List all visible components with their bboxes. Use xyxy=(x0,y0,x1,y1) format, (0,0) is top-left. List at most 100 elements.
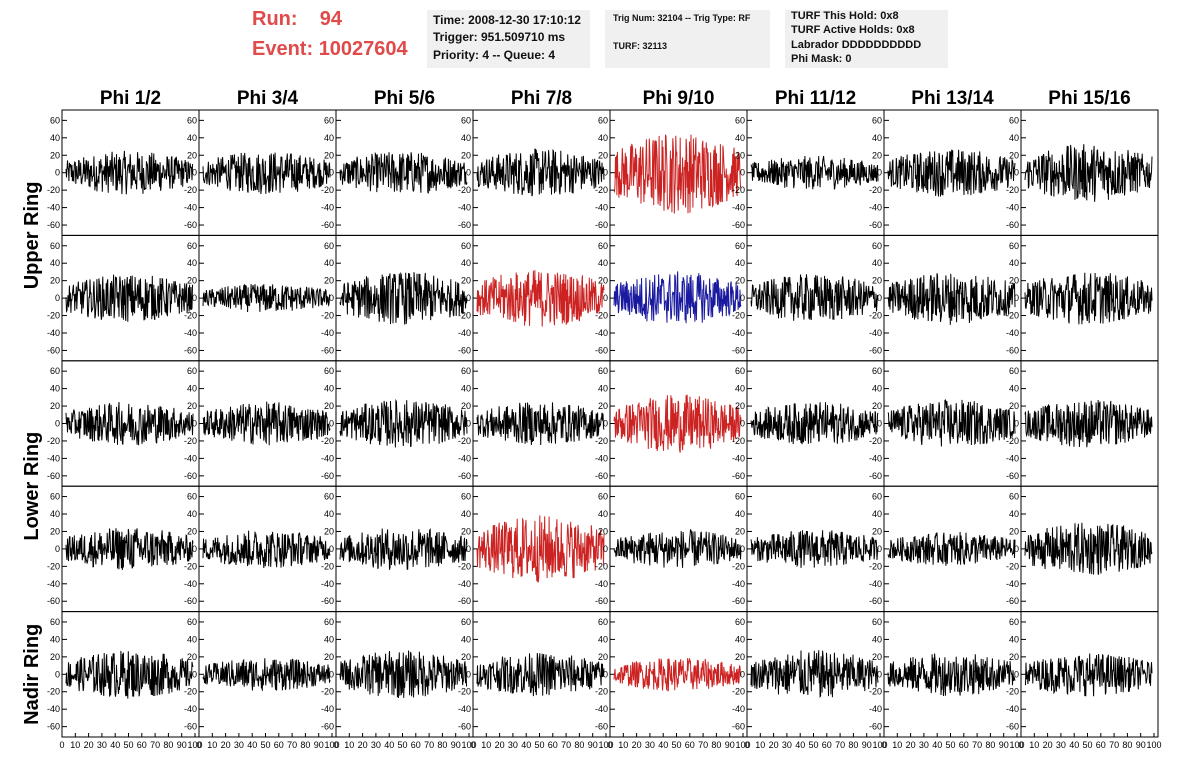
y-tick-label: -40 xyxy=(47,328,60,338)
trigger-text: Trigger: 951.509710 ms xyxy=(433,30,566,44)
y-tick-label: 0 xyxy=(329,293,334,303)
y-tick-label: -20 xyxy=(47,311,60,321)
y-tick-label: -60 xyxy=(458,596,471,606)
y-tick-label: -60 xyxy=(321,596,334,606)
y-tick-label: -40 xyxy=(732,704,745,714)
y-tick-label: 60 xyxy=(598,366,608,376)
x-tick-label: 70 xyxy=(1109,740,1119,750)
x-tick-label: 50 xyxy=(1082,740,1092,750)
x-tick-label: 20 xyxy=(84,740,94,750)
y-tick-label: 20 xyxy=(872,652,882,662)
x-tick-label: 90 xyxy=(314,740,324,750)
x-tick-label: 100 xyxy=(187,740,202,750)
time-info-box: Time: 2008-12-30 17:10:12 Trigger: 951.5… xyxy=(427,10,590,68)
y-tick-label: -60 xyxy=(732,471,745,481)
column-title: Phi 5/6 xyxy=(374,88,435,109)
y-tick-label: -40 xyxy=(1006,579,1019,589)
y-tick-label: -20 xyxy=(595,687,608,697)
y-tick-label: -20 xyxy=(869,311,882,321)
y-tick-label: -60 xyxy=(321,722,334,732)
y-tick-label: -20 xyxy=(1006,687,1019,697)
y-tick-label: 20 xyxy=(461,526,471,536)
x-tick-label: 20 xyxy=(632,740,642,750)
x-tick-label: 10 xyxy=(618,740,628,750)
y-tick-label: -60 xyxy=(1006,722,1019,732)
y-tick-label: 0 xyxy=(877,293,882,303)
y-tick-label: -60 xyxy=(595,345,608,355)
y-tick-label: -60 xyxy=(184,722,197,732)
y-tick-label: 40 xyxy=(872,258,882,268)
x-tick-label: 40 xyxy=(384,740,394,750)
y-tick-label: 60 xyxy=(187,366,197,376)
y-tick-label: 20 xyxy=(187,276,197,286)
x-tick-label: 0 xyxy=(881,740,886,750)
x-tick-label: 70 xyxy=(424,740,434,750)
y-tick-label: -40 xyxy=(184,704,197,714)
y-tick-label: -60 xyxy=(47,596,60,606)
y-tick-label: 60 xyxy=(598,617,608,627)
x-tick-label: 40 xyxy=(795,740,805,750)
y-tick-label: -60 xyxy=(732,722,745,732)
x-tick-label: 80 xyxy=(437,740,447,750)
x-tick-label: 0 xyxy=(196,740,201,750)
y-tick-label: -40 xyxy=(458,328,471,338)
y-tick-label: 20 xyxy=(324,401,334,411)
priority-text: Priority: 4 -- Queue: 4 xyxy=(433,48,556,62)
y-tick-label: 0 xyxy=(55,544,60,554)
y-tick-label: 0 xyxy=(192,293,197,303)
y-tick-label: 20 xyxy=(461,276,471,286)
x-tick-label: 30 xyxy=(234,740,244,750)
y-tick-label: 60 xyxy=(1009,366,1019,376)
waveform-trace xyxy=(887,653,1016,697)
y-tick-label: -40 xyxy=(458,453,471,463)
y-tick-label: -40 xyxy=(1006,203,1019,213)
x-tick-label: 90 xyxy=(862,740,872,750)
y-tick-label: -60 xyxy=(1006,471,1019,481)
y-tick-label: 60 xyxy=(461,115,471,125)
waveform-trace xyxy=(65,150,194,195)
y-tick-label: -40 xyxy=(47,704,60,714)
y-tick-label: 20 xyxy=(598,401,608,411)
y-tick-label: -20 xyxy=(732,185,745,195)
x-tick-label: 60 xyxy=(959,740,969,750)
y-tick-label: -20 xyxy=(595,436,608,446)
x-tick-label: 30 xyxy=(97,740,107,750)
waveform-trace xyxy=(887,149,1016,197)
y-tick-label: 40 xyxy=(324,258,334,268)
waveform-trace xyxy=(339,650,468,699)
row-label: Nadir Ring xyxy=(21,624,43,725)
y-tick-label: 0 xyxy=(877,669,882,679)
x-tick-label: 100 xyxy=(1146,740,1161,750)
waveform-trace xyxy=(202,401,331,446)
y-tick-label: -20 xyxy=(732,687,745,697)
y-tick-label: 0 xyxy=(877,544,882,554)
y-tick-label: -40 xyxy=(321,203,334,213)
y-tick-label: 0 xyxy=(603,669,608,679)
y-tick-label: 20 xyxy=(187,652,197,662)
x-tick-label: 10 xyxy=(892,740,902,750)
y-tick-label: 40 xyxy=(461,133,471,143)
x-tick-label: 30 xyxy=(645,740,655,750)
y-tick-label: 40 xyxy=(324,509,334,519)
waveform-trace xyxy=(613,394,742,453)
y-tick-label: -60 xyxy=(869,345,882,355)
this-hold-text: TURF This Hold: 0x8 xyxy=(791,10,899,22)
x-tick-label: 90 xyxy=(451,740,461,750)
x-tick-label: 0 xyxy=(470,740,475,750)
y-tick-label: 40 xyxy=(1009,133,1019,143)
y-tick-label: 40 xyxy=(1009,634,1019,644)
x-tick-label: 30 xyxy=(919,740,929,750)
y-tick-label: 0 xyxy=(740,669,745,679)
x-tick-label: 80 xyxy=(711,740,721,750)
run-title: Run: 94 xyxy=(252,8,342,31)
x-tick-label: 80 xyxy=(1122,740,1132,750)
y-tick-label: -40 xyxy=(732,203,745,213)
y-tick-label: 60 xyxy=(872,241,882,251)
waveform-trace xyxy=(65,650,194,699)
y-tick-label: 0 xyxy=(466,544,471,554)
y-tick-label: -60 xyxy=(1006,220,1019,230)
y-tick-label: 40 xyxy=(461,258,471,268)
x-tick-label: 50 xyxy=(808,740,818,750)
x-tick-label: 10 xyxy=(344,740,354,750)
y-tick-label: 40 xyxy=(598,384,608,394)
